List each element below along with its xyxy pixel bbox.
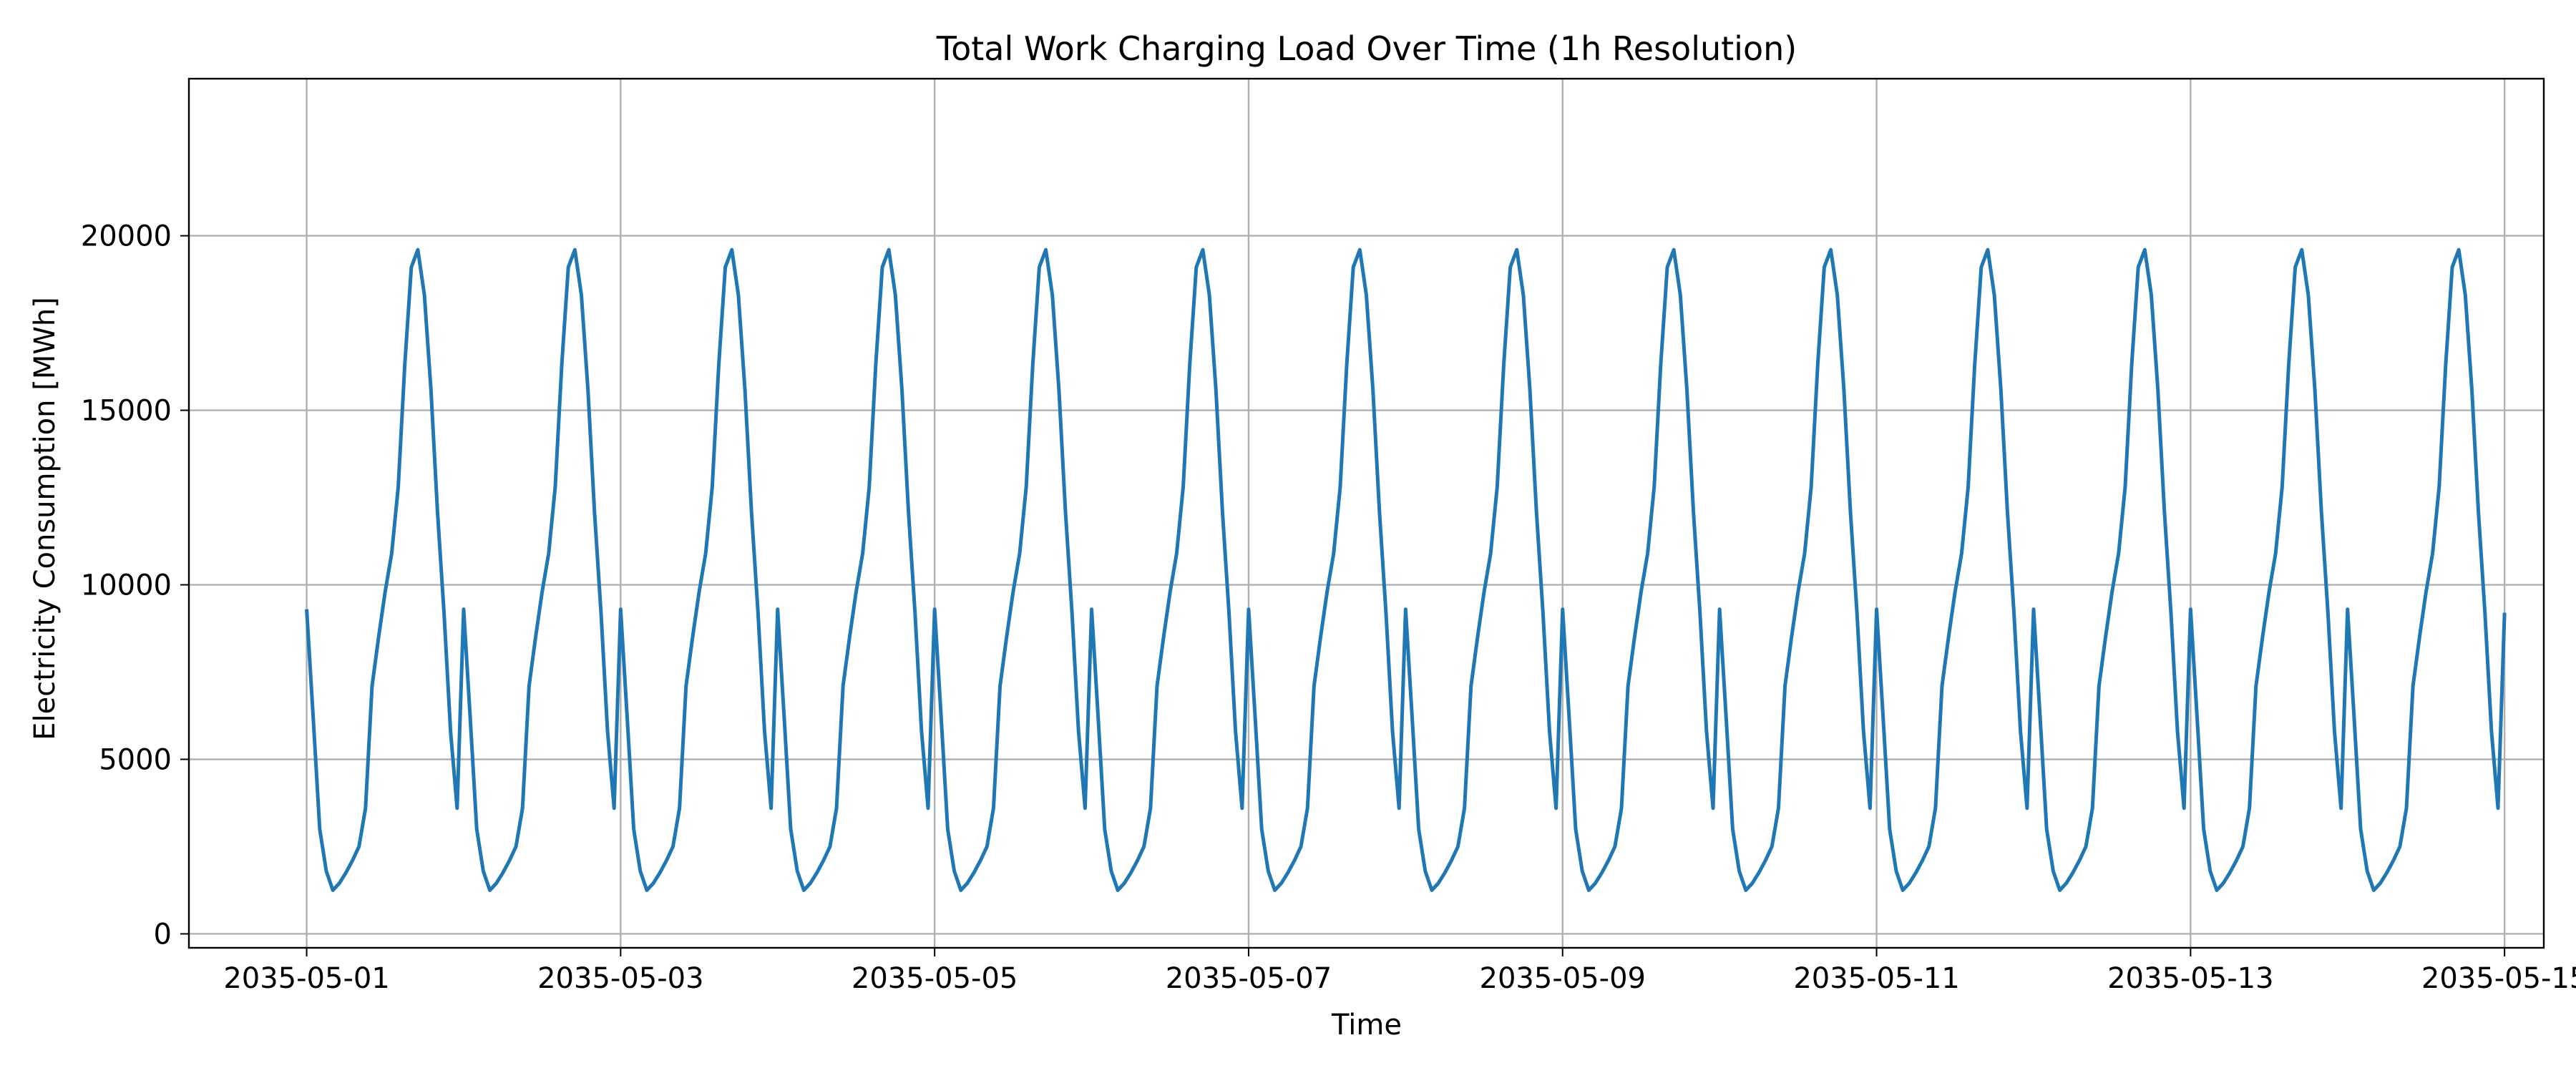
plot-frame [187, 77, 2545, 949]
x-tick-label: 2035-05-01 [223, 962, 389, 995]
plot-area [305, 248, 2507, 892]
x-tick-label: 2035-05-15 [2421, 962, 2576, 995]
y-axis-label: Electricity Consumption [MWh] [29, 297, 62, 740]
y-tick-label: 10000 [81, 569, 172, 602]
y-tick-label: 15000 [81, 395, 172, 428]
chart-title: Total Work Charging Load Over Time (1h R… [936, 29, 1797, 68]
x-tick-label: 2035-05-11 [1793, 962, 1959, 995]
x-axis-label: Time [1331, 1009, 1402, 1042]
y-tick-label: 5000 [99, 744, 172, 777]
y-tick-label: 0 [154, 918, 172, 951]
x-tick-label: 2035-05-05 [852, 962, 1018, 995]
tick-labels: 2035-05-01 2035-05-03 2035-05-05 2035-05-07… [81, 220, 2576, 995]
axes [180, 77, 2545, 956]
series-line [305, 248, 2507, 892]
x-tick-label: 2035-05-03 [537, 962, 703, 995]
y-tick-label: 20000 [81, 220, 172, 253]
x-tick-label: 2035-05-09 [1480, 962, 1646, 995]
x-tick-label: 2035-05-07 [1166, 962, 1332, 995]
gridlines [189, 79, 2544, 948]
x-tick-label: 2035-05-13 [2107, 962, 2273, 995]
